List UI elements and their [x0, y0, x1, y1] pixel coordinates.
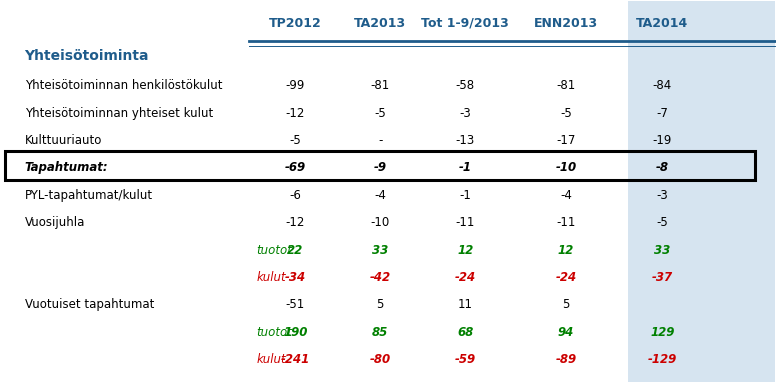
Text: -6: -6 [289, 189, 301, 202]
Text: TP2012: TP2012 [268, 16, 321, 29]
Text: -9: -9 [374, 162, 386, 175]
Text: Yhteisötoiminta: Yhteisötoiminta [25, 49, 149, 63]
Text: TA2014: TA2014 [636, 16, 688, 29]
Text: -37: -37 [652, 271, 673, 284]
Text: ENN2013: ENN2013 [534, 16, 598, 29]
Text: -19: -19 [653, 134, 672, 147]
Text: Tot 1-9/2013: Tot 1-9/2013 [421, 16, 509, 29]
Text: -24: -24 [455, 271, 476, 284]
Text: -5: -5 [656, 216, 668, 229]
Text: 11: 11 [458, 298, 473, 311]
Text: PYL-tapahtumat/kulut: PYL-tapahtumat/kulut [25, 189, 153, 202]
Text: 12: 12 [558, 244, 574, 257]
Text: -42: -42 [369, 271, 391, 284]
Text: -51: -51 [286, 298, 305, 311]
Text: -1: -1 [459, 189, 471, 202]
Text: -129: -129 [648, 353, 677, 366]
Text: -8: -8 [656, 162, 669, 175]
Text: -81: -81 [556, 79, 576, 92]
Text: kulut: kulut [257, 271, 286, 284]
Text: 94: 94 [558, 326, 574, 339]
Text: Vuotuiset tapahtumat: Vuotuiset tapahtumat [25, 298, 154, 311]
Text: -3: -3 [656, 189, 668, 202]
Text: 33: 33 [654, 244, 670, 257]
Text: -24: -24 [556, 271, 577, 284]
Text: -81: -81 [371, 79, 390, 92]
Text: kulut: kulut [257, 353, 286, 366]
Text: tuotot: tuotot [257, 326, 293, 339]
Text: -5: -5 [560, 107, 572, 120]
Bar [5, 151, 755, 180]
Text: -11: -11 [456, 216, 475, 229]
Text: 129: 129 [650, 326, 674, 339]
Text: 12: 12 [457, 244, 473, 257]
Text: -80: -80 [369, 353, 391, 366]
Text: -69: -69 [285, 162, 306, 175]
Text: TA2013: TA2013 [354, 16, 407, 29]
Text: 5: 5 [376, 298, 384, 311]
Text: Vuosijuhla: Vuosijuhla [25, 216, 85, 229]
Text: Tapahtumat:: Tapahtumat: [25, 162, 108, 175]
Text: -4: -4 [374, 189, 386, 202]
Text: -5: -5 [289, 134, 301, 147]
Text: 85: 85 [372, 326, 389, 339]
Text: -89: -89 [556, 353, 577, 366]
Text: Yhteisötoiminnan yhteiset kulut: Yhteisötoiminnan yhteiset kulut [25, 107, 213, 120]
Bar [628, 2, 774, 381]
Text: -241: -241 [281, 353, 310, 366]
Text: -10: -10 [556, 162, 577, 175]
Text: 33: 33 [372, 244, 389, 257]
Text: 5: 5 [562, 298, 570, 311]
Text: -1: -1 [459, 162, 472, 175]
Text: 190: 190 [283, 326, 307, 339]
Text: Yhteisötoiminnan henkilöstökulut: Yhteisötoiminnan henkilöstökulut [25, 79, 222, 92]
Text: -59: -59 [455, 353, 476, 366]
Text: -99: -99 [286, 79, 305, 92]
Text: -58: -58 [456, 79, 475, 92]
Text: Kulttuuriauto: Kulttuuriauto [25, 134, 102, 147]
Text: -12: -12 [286, 107, 305, 120]
Text: -3: -3 [459, 107, 471, 120]
Text: 68: 68 [457, 326, 473, 339]
Text: -: - [378, 134, 383, 147]
Text: -10: -10 [371, 216, 390, 229]
Text: -34: -34 [285, 271, 306, 284]
Text: tuotot: tuotot [257, 244, 293, 257]
Text: -4: -4 [560, 189, 572, 202]
Text: -17: -17 [556, 134, 576, 147]
Text: -7: -7 [656, 107, 668, 120]
Text: -11: -11 [556, 216, 576, 229]
Text: -84: -84 [653, 79, 672, 92]
Text: 22: 22 [287, 244, 303, 257]
Text: -12: -12 [286, 216, 305, 229]
Text: -5: -5 [374, 107, 386, 120]
Text: -13: -13 [456, 134, 475, 147]
